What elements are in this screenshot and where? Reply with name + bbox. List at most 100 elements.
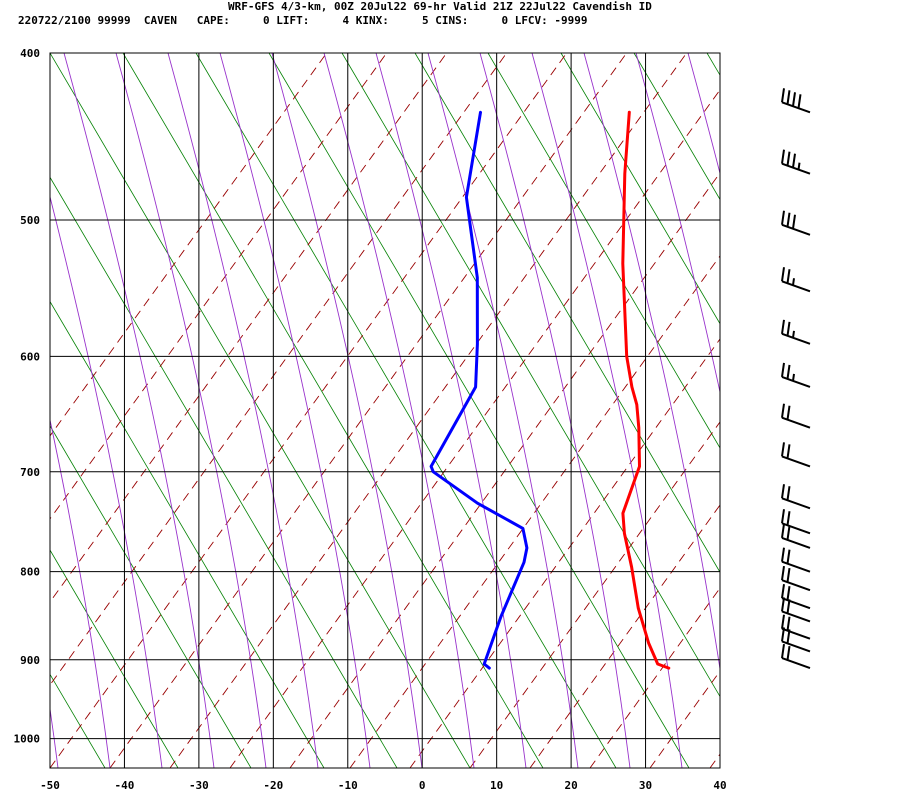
wind-barb-staff: [781, 280, 811, 293]
wind-barb-staff: [781, 627, 811, 640]
wind-barb-staff: [781, 610, 811, 623]
background-lines: [50, 0, 900, 768]
wind-barb-staff: [781, 640, 811, 653]
moist-adiabat-line: [479, 53, 631, 768]
wind-barb-flag: [781, 442, 785, 457]
wind-barb-flag: [781, 484, 785, 499]
wind-barb-flag: [781, 566, 785, 581]
plot-frame: [49, 52, 721, 769]
wind-barb-flag: [781, 149, 785, 164]
wind-barb-staff: [781, 332, 811, 345]
moist-adiabat-line: [167, 53, 319, 768]
wind-barb-staff: [781, 416, 811, 429]
wind-barb: [781, 523, 811, 549]
mixing-ratio-line: [633, 53, 720, 201]
wind-barb: [781, 643, 811, 670]
dry-adiabat-line: [109, 53, 628, 768]
mixing-ratio-line: [414, 53, 720, 574]
wind-barb-half-flag: [792, 278, 795, 286]
wind-barb-flag: [786, 444, 791, 459]
wind-barb-staff: [781, 162, 811, 175]
x-tick-label: -50: [40, 779, 60, 792]
mixing-ratio-line: [50, 300, 325, 768]
wind-barb-flag: [792, 214, 796, 229]
y-tick-label: 900: [20, 654, 40, 667]
dewpoint-profile-line: [429, 110, 529, 670]
moist-adiabat-line: [323, 53, 475, 768]
wind-barb-flag: [781, 319, 785, 334]
wind-barb-flag: [781, 643, 785, 659]
wind-barb-flag: [786, 549, 791, 564]
moist-adiabat-line: [115, 53, 267, 768]
x-tick-label: 20: [564, 779, 577, 792]
wind-barb: [781, 584, 811, 610]
y-tick-label: 800: [20, 566, 40, 579]
dry-adiabat-line: [529, 504, 720, 768]
wind-barb-flag: [781, 267, 785, 282]
mixing-ratio-line: [50, 53, 471, 768]
dry-adiabat-line: [709, 753, 720, 768]
mixing-ratio-line: [706, 53, 720, 76]
wind-barb-staff: [781, 579, 811, 592]
wind-barb-staff: [781, 536, 811, 549]
sounding-indices-line: 220722/2100 99999 CAVEN CAPE: 0 LIFT: 4 …: [18, 14, 588, 27]
wind-barb-flag: [781, 88, 785, 103]
wind-barb: [781, 149, 811, 175]
wind-barb-flag: [781, 509, 785, 524]
dry-adiabat-line: [50, 53, 448, 603]
wind-barb-flag: [781, 403, 785, 418]
temperature-profile-line: [621, 110, 671, 670]
dry-adiabat-line: [349, 255, 720, 768]
wind-barb-flag: [781, 627, 785, 642]
wind-barb-staff: [781, 657, 811, 670]
wind-barb-flag: [797, 94, 802, 109]
mixing-ratio-line: [122, 53, 544, 768]
wind-barb: [781, 442, 811, 468]
wind-barb-flag: [786, 486, 791, 501]
dry-adiabat-line: [409, 338, 720, 768]
wind-barb: [781, 362, 811, 388]
wind-barb: [781, 547, 811, 573]
moist-adiabat-line: [427, 53, 579, 768]
wind-barb: [781, 210, 811, 236]
moist-adiabat-line: [583, 53, 720, 672]
dry-adiabat-line: [50, 53, 388, 520]
y-tick-label: 700: [20, 466, 40, 479]
wind-barb-flag: [781, 597, 785, 612]
x-tick-label: 0: [419, 779, 426, 792]
wind-barb: [781, 627, 811, 653]
x-tick-label: 30: [639, 779, 652, 792]
wind-barb-staff: [781, 497, 811, 510]
wind-barb-flag: [781, 523, 785, 539]
wind-barb-flag: [786, 90, 791, 105]
tick-labels: -50 -40 -30 -20 -10 0 10 20 30 40 400 500 600 700 800 9…: [14, 47, 727, 792]
mixing-ratio-line: [50, 425, 252, 768]
wind-barb-flag: [781, 362, 785, 378]
sounding-series: [429, 110, 671, 670]
x-tick-label: -10: [338, 779, 358, 792]
moist-adiabat-line: [63, 53, 215, 768]
wind-barb-flag: [781, 584, 785, 599]
dry-adiabat-line: [890, 0, 900, 768]
dry-adiabat-line: [830, 0, 900, 768]
wind-barb-flag: [781, 210, 785, 225]
wind-barb: [781, 319, 811, 345]
dry-adiabat-line: [589, 587, 720, 768]
mixing-ratio-line: [341, 53, 720, 698]
wind-barb-flag: [786, 212, 791, 227]
wind-barb-flag: [792, 92, 796, 107]
mixing-ratio-line: [195, 53, 617, 768]
wind-barb-flag: [786, 586, 791, 601]
moist-adiabat-line: [50, 195, 163, 768]
moist-adiabat-line: [531, 53, 683, 768]
wind-barb-flag: [792, 153, 796, 168]
mixing-ratio-line: [487, 53, 720, 449]
wind-barb-flag: [781, 547, 785, 562]
wind-barb: [781, 509, 811, 535]
moist-adiabat-line: [740, 53, 890, 768]
moist-adiabat-line: [375, 53, 527, 768]
moist-adiabat-line: [271, 53, 423, 768]
mixing-ratio-line: [560, 53, 720, 325]
moist-adiabat-line: [687, 53, 720, 176]
